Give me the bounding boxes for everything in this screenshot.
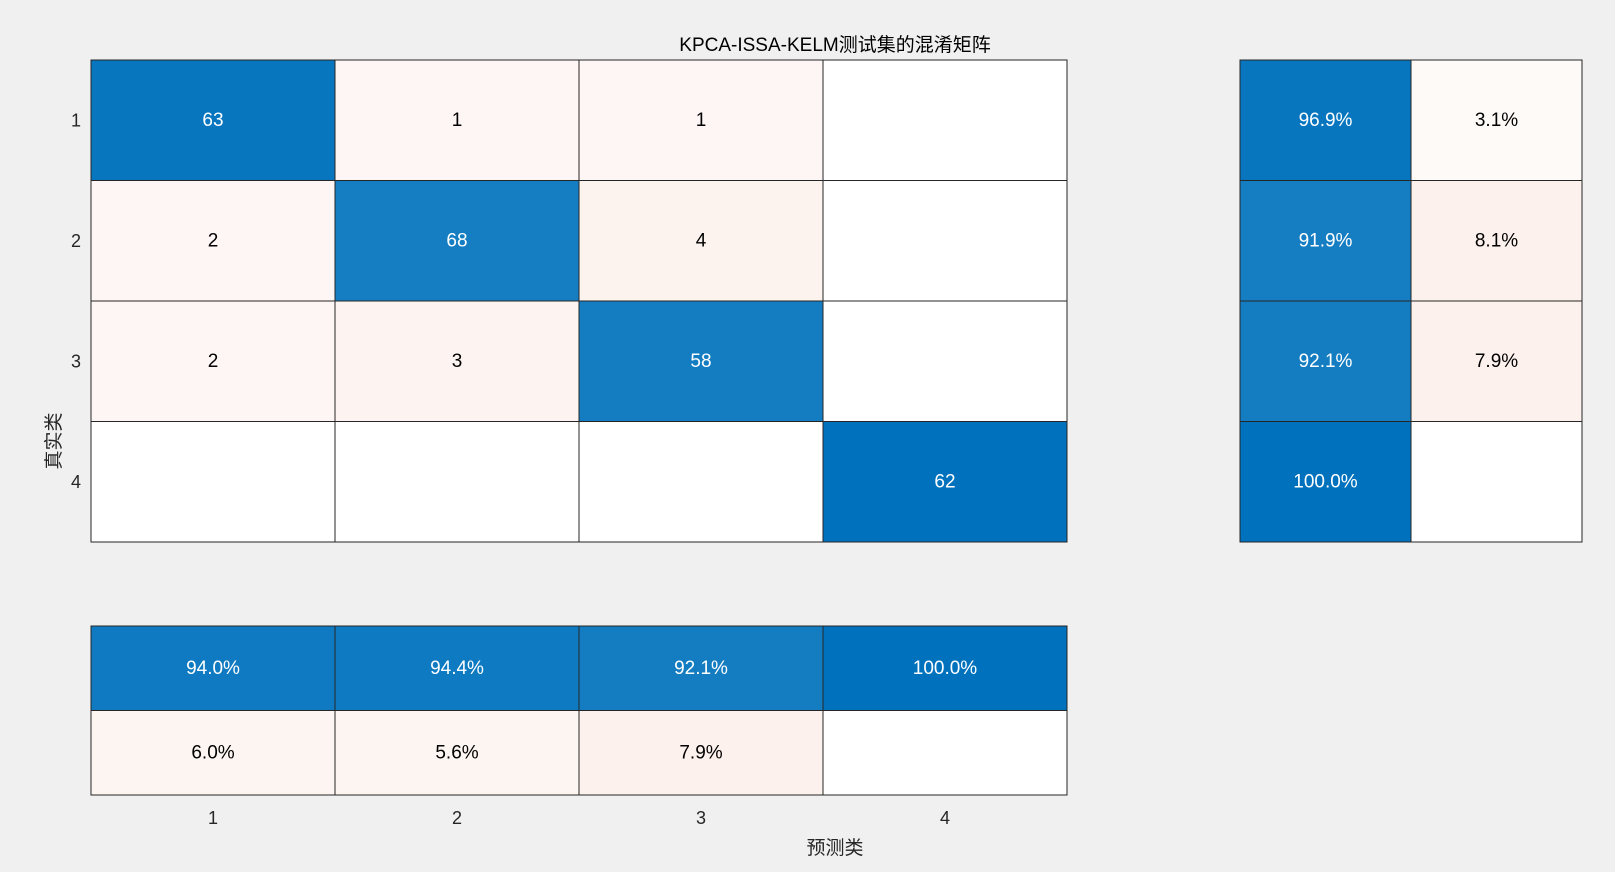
main-matrix: 63 1 1 2 68 4 2 3 58 62 — [90, 59, 1068, 543]
y-axis-label: 真实类 — [43, 412, 65, 469]
row-summary-correct-value: 100.0% — [1293, 471, 1358, 492]
matrix-cell-value: 1 — [452, 110, 463, 131]
row-summary-incorrect-cell — [1410, 300, 1583, 422]
matrix-cell — [822, 300, 1068, 422]
y-tick-label: 1 — [71, 110, 81, 130]
matrix-cell-value: 1 — [696, 110, 707, 131]
column-summary: 94.0% 6.0% 94.4% 5.6% 92.1% 7.9% 100.0% — [90, 625, 1068, 796]
matrix-cell — [578, 180, 824, 302]
matrix-cell — [822, 59, 1068, 181]
row-summary-correct-value: 96.9% — [1299, 110, 1353, 131]
row-summary-incorrect-cell — [1410, 180, 1583, 302]
matrix-cell — [90, 180, 336, 302]
row-summary-correct-cell — [1239, 180, 1412, 302]
matrix-cell-value: 3 — [452, 351, 463, 372]
matrix-cell — [334, 421, 580, 543]
matrix-cell-value: 2 — [208, 351, 219, 372]
row-summary-incorrect-value: 7.9% — [1475, 351, 1518, 372]
chart-title: KPCA-ISSA-KELM测试集的混淆矩阵 — [679, 34, 990, 56]
column-summary-correct-cell — [90, 625, 336, 711]
matrix-cell — [90, 300, 336, 422]
column-summary-incorrect-cell — [578, 710, 824, 796]
matrix-cell — [822, 421, 1068, 543]
column-summary-incorrect-cell — [90, 710, 336, 796]
y-tick-label: 3 — [71, 351, 81, 371]
matrix-cell — [90, 59, 336, 181]
y-tick-label: 2 — [71, 231, 81, 251]
row-summary: 96.9% 3.1% 91.9% 8.1% 92.1% 7.9% 100.0% — [1239, 59, 1583, 543]
column-summary-incorrect-value: 6.0% — [191, 742, 234, 763]
y-tick-label: 4 — [71, 472, 81, 492]
row-summary-correct-cell — [1239, 421, 1412, 543]
matrix-cell-value: 58 — [690, 351, 711, 372]
column-summary-correct-cell — [822, 625, 1068, 711]
column-summary-incorrect-value: 5.6% — [435, 742, 478, 763]
matrix-cell-value: 2 — [208, 230, 219, 251]
row-summary-incorrect-cell — [1410, 421, 1583, 543]
column-summary-correct-cell — [334, 625, 580, 711]
column-summary-incorrect-cell — [822, 710, 1068, 796]
matrix-cell — [334, 59, 580, 181]
column-summary-incorrect-value: 7.9% — [679, 742, 722, 763]
row-summary-incorrect-value: 3.1% — [1475, 110, 1518, 131]
row-summary-incorrect-cell — [1410, 59, 1583, 181]
x-tick-label: 2 — [452, 808, 462, 828]
x-tick-label: 3 — [696, 808, 706, 828]
tick-labels: 1 2 3 4 1 2 3 4 — [71, 110, 950, 828]
column-summary-correct-value: 92.1% — [674, 658, 728, 679]
matrix-cell — [334, 300, 580, 422]
row-summary-incorrect-value: 8.1% — [1475, 230, 1518, 251]
column-summary-incorrect-cell — [334, 710, 580, 796]
matrix-cell — [334, 180, 580, 302]
column-summary-correct-value: 100.0% — [913, 658, 978, 679]
row-summary-correct-cell — [1239, 300, 1412, 422]
matrix-cell-value: 4 — [696, 230, 707, 251]
x-tick-label: 4 — [940, 808, 950, 828]
column-summary-correct-value: 94.4% — [430, 658, 484, 679]
matrix-cell-value: 62 — [934, 471, 955, 492]
matrix-cell — [578, 59, 824, 181]
matrix-cell-value: 63 — [202, 110, 223, 131]
matrix-cell-value: 68 — [446, 230, 467, 251]
row-summary-correct-value: 91.9% — [1299, 230, 1353, 251]
column-summary-correct-value: 94.0% — [186, 658, 240, 679]
x-axis-label: 预测类 — [806, 837, 863, 859]
matrix-cell — [578, 421, 824, 543]
row-summary-correct-value: 92.1% — [1299, 351, 1353, 372]
x-tick-label: 1 — [208, 808, 218, 828]
matrix-cell — [822, 180, 1068, 302]
matrix-cell — [90, 421, 336, 543]
column-summary-correct-cell — [578, 625, 824, 711]
